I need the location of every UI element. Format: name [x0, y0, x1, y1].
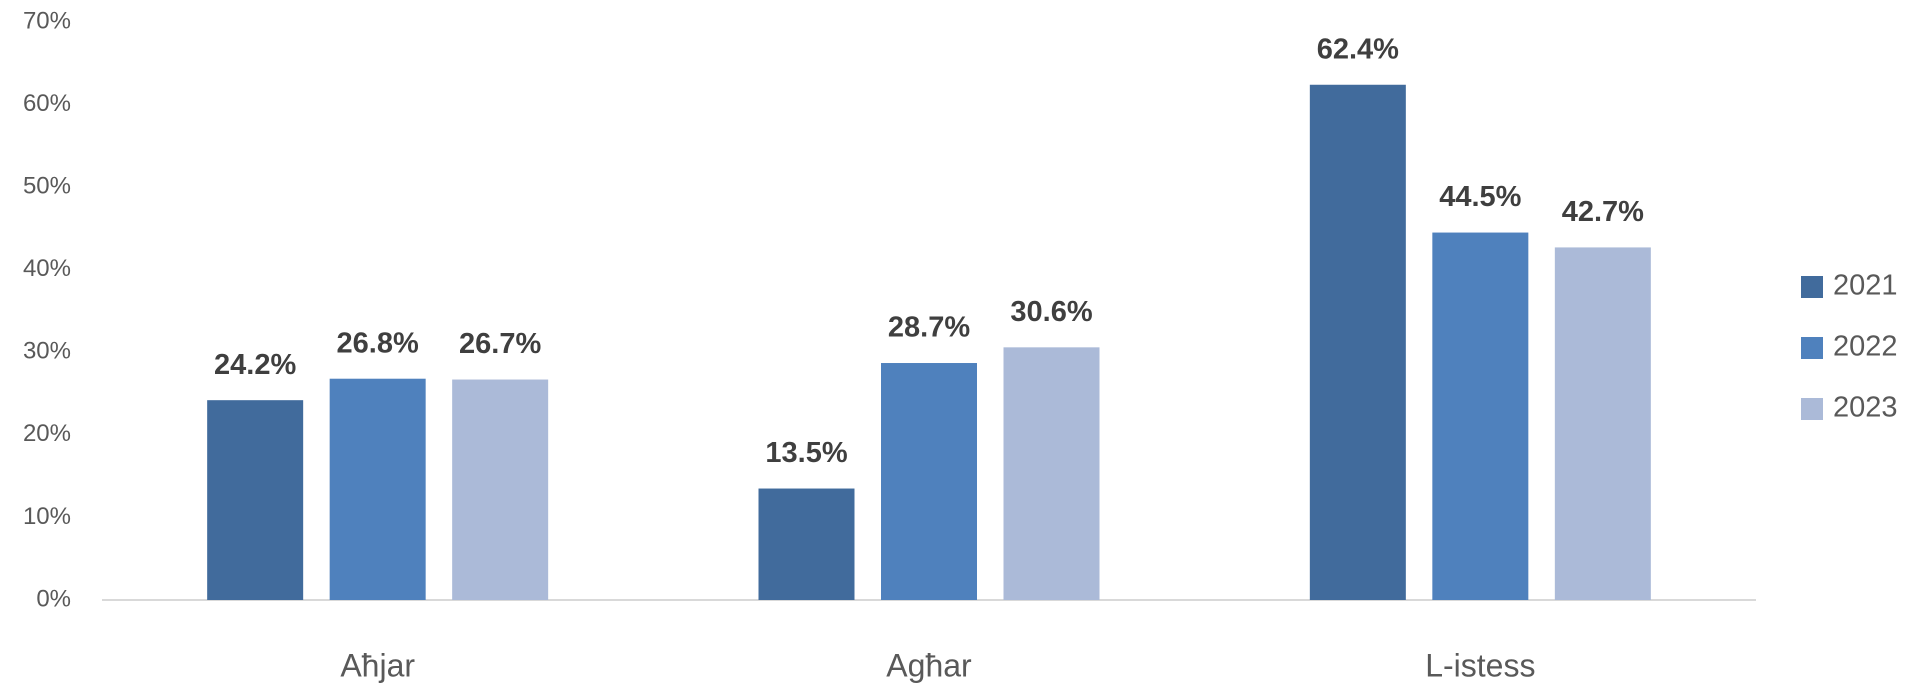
data-label: 24.2%	[214, 349, 296, 381]
bar	[1003, 347, 1100, 600]
y-tick-label: 20%	[23, 420, 71, 447]
bar	[758, 488, 855, 600]
bar	[452, 379, 549, 600]
bar	[329, 378, 426, 600]
bar	[207, 400, 304, 600]
x-tick-label: Agħar	[886, 647, 972, 683]
y-tick-label: 50%	[23, 172, 71, 199]
y-tick-label: 40%	[23, 255, 71, 282]
bar	[881, 363, 977, 600]
legend-label: 2022	[1833, 331, 1898, 363]
legend-label: 2021	[1833, 270, 1898, 302]
data-label: 28.7%	[888, 312, 970, 344]
data-label: 42.7%	[1562, 196, 1644, 228]
y-tick-label: 60%	[23, 90, 71, 117]
data-label: 26.7%	[459, 328, 541, 360]
y-tick-label: 70%	[23, 7, 71, 34]
legend-swatch	[1801, 398, 1823, 420]
legend-swatch	[1801, 337, 1823, 359]
x-tick-label: Aħjar	[340, 647, 415, 683]
legend-label: 2023	[1833, 392, 1898, 424]
bar	[1309, 84, 1406, 601]
y-tick-label: 10%	[23, 503, 71, 530]
data-label: 62.4%	[1317, 33, 1399, 65]
data-label: 30.6%	[1010, 296, 1092, 328]
y-tick-label: 0%	[36, 585, 71, 612]
data-label: 13.5%	[765, 437, 847, 469]
data-label: 26.8%	[337, 327, 419, 359]
legend-swatch	[1801, 276, 1823, 298]
bar	[1554, 247, 1651, 601]
bar	[1432, 232, 1529, 601]
x-tick-label: L-istess	[1425, 647, 1535, 683]
data-label: 44.5%	[1439, 181, 1521, 213]
y-tick-label: 30%	[23, 338, 71, 365]
